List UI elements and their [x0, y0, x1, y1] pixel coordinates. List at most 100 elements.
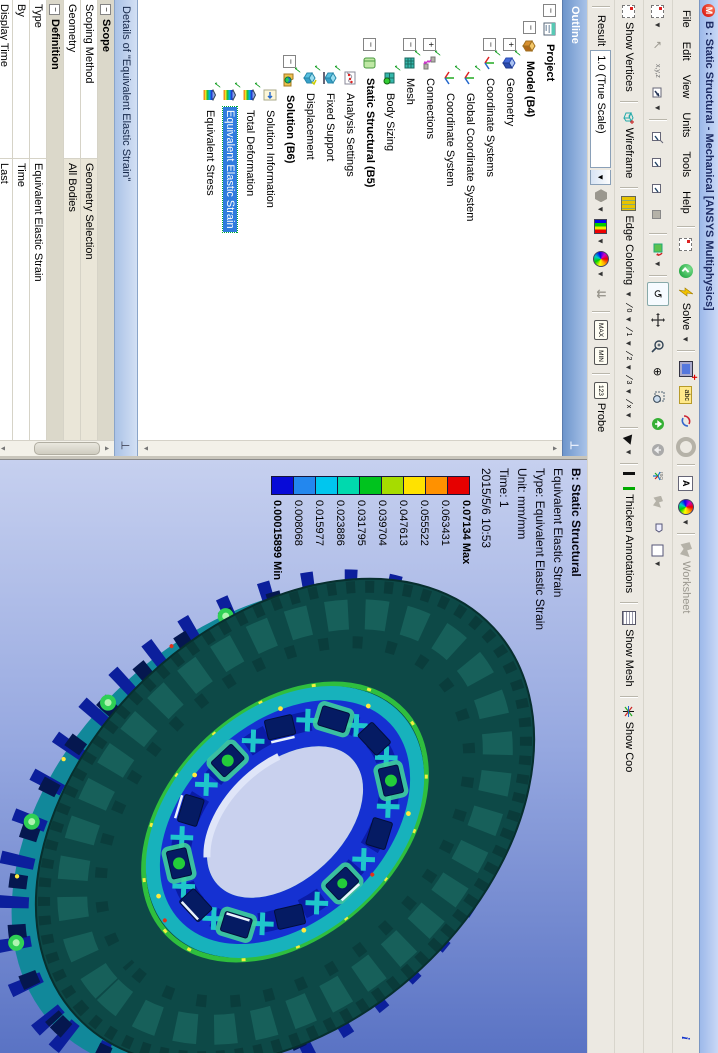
regenerate-icon[interactable]: ▼ — [647, 240, 669, 270]
category-collapse-icon[interactable]: − — [49, 4, 61, 15]
model-3d-ring[interactable] — [0, 460, 587, 1053]
wireframe-button[interactable]: Wireframe — [618, 108, 640, 183]
zoom-box-icon[interactable] — [647, 386, 669, 410]
tree-item-fixed-support[interactable]: ✓ Fixed Support — [320, 0, 342, 456]
pin-icon[interactable]: ⊣ — [121, 438, 131, 451]
details-row-display-time[interactable]: Display Time Last — [0, 0, 12, 456]
zoom-in-icon[interactable] — [647, 334, 669, 358]
direction-arrow-icon[interactable]: ▼ — [618, 434, 640, 458]
tree-item-coordinate-system[interactable]: ✓ Coordinate System — [440, 0, 462, 456]
tree-item-model-b4-[interactable]: − Model (B4) — [520, 0, 540, 456]
tree-item-equivalent-elastic-strain[interactable]: ✓ Equivalent Elastic Strain — [220, 0, 242, 456]
details-row-geometry[interactable]: Geometry All Bodies — [63, 0, 80, 456]
static-icon — [362, 55, 378, 71]
details-panel-header[interactable]: Details of "Equivalent Elastic Strain" ⊣ — [114, 0, 138, 456]
edge-mode-0-button[interactable]: ∕ 0 ▼ — [623, 304, 635, 324]
iso-view-icon[interactable]: ISO — [647, 464, 669, 488]
details-prop-value[interactable]: All Bodies — [64, 159, 80, 441]
details-prop-value[interactable]: Geometry Selection — [81, 159, 97, 441]
tree-expander-icon[interactable]: − — [543, 4, 557, 17]
rainbow-ball-icon[interactable]: ▼ — [675, 497, 697, 528]
label-tool-icon[interactable]: A — [675, 471, 697, 495]
show-mesh-button[interactable]: Show Mesh — [618, 609, 640, 690]
menu-view[interactable]: View — [680, 74, 692, 99]
tree-item-analysis-settings[interactable]: Analysis Settings — [340, 0, 360, 456]
title-bar[interactable]: M B : Static Structural - Mechanical [AN… — [699, 0, 718, 1053]
tree-item-mesh[interactable]: − ✓ Mesh — [400, 0, 422, 456]
details-prop-value[interactable]: Last — [0, 163, 10, 184]
smooth-contour-icon[interactable]: ▼ — [590, 249, 612, 280]
probe-button[interactable]: 123 Probe — [590, 380, 612, 436]
category-collapse-icon[interactable]: − — [100, 4, 112, 15]
select-mode-icon[interactable]: ▼ — [647, 3, 669, 31]
details-row-scoping-method[interactable]: Scoping Method Geometry Selection — [80, 0, 97, 456]
details-row-scope[interactable]: − Scope — [97, 0, 114, 456]
select-edge-icon[interactable] — [647, 152, 669, 176]
tree-item-geometry[interactable]: + ✓ Geometry — [500, 0, 522, 456]
extend-selection-icon[interactable]: ▼ — [647, 85, 669, 114]
tag-icon[interactable] — [647, 516, 669, 540]
scroll-down-icon: ▼ — [142, 445, 149, 452]
max-flag-button[interactable]: MAX — [590, 318, 612, 342]
pin-icon[interactable]: ⊣ — [569, 438, 581, 451]
geometry-display-icon[interactable]: ▼ — [590, 187, 612, 215]
select-face-icon[interactable] — [647, 178, 669, 202]
outline-scrollbar[interactable]: ▲ ▼ — [138, 440, 562, 456]
tree-item-coordinate-systems[interactable]: − ✓ Coordinate Systems — [480, 0, 502, 456]
tree-item-total-deformation[interactable]: ✓ Total Deformation — [240, 0, 262, 456]
select-vertex-icon[interactable] — [647, 126, 669, 150]
xyz-icon[interactable]: x,y,z — [654, 63, 662, 78]
details-prop-value[interactable]: Time — [15, 163, 27, 188]
new-chart-icon[interactable] — [675, 357, 697, 381]
menu-tools[interactable]: Tools — [680, 151, 692, 178]
min-flag-button[interactable]: MIN — [590, 344, 612, 368]
tree-item-displacement[interactable]: ✓ Displacement — [300, 0, 322, 456]
tree-item-static-structural-b5-[interactable]: − Static Structural (B5) — [360, 0, 380, 456]
graphics-viewport[interactable]: B: Static Structural Equivalent Elastic … — [0, 459, 587, 1053]
tree-item-connections[interactable]: + ✓ Connections — [420, 0, 442, 456]
menu-file[interactable]: File — [680, 10, 692, 28]
info-cursor-icon[interactable]: i — [679, 1036, 694, 1040]
outline-panel-header[interactable]: Outline ⊣ — [562, 0, 587, 456]
thicken-annotations-button[interactable]: Thicken Annotations — [618, 470, 640, 597]
edge-coloring-button[interactable]: Edge Coloring ▼ — [618, 194, 640, 300]
adjacent-select-icon[interactable]: ↖ — [651, 40, 664, 50]
swatch-icon[interactable]: ▼ — [647, 542, 669, 570]
tree-expander-icon[interactable]: − — [523, 21, 537, 34]
menu-help[interactable]: Help — [680, 191, 692, 214]
tree-expander-icon[interactable]: − — [363, 38, 377, 51]
solve-button[interactable]: Solve ▼ — [675, 285, 697, 345]
zoom-icon[interactable]: ⊕ — [651, 367, 664, 377]
select-body-icon[interactable] — [647, 204, 669, 228]
details-scrollbar[interactable]: ▲ ▼ — [0, 440, 114, 456]
show-coordinate-systems-button[interactable]: Show Coo — [618, 703, 640, 777]
swirl-probe-icon[interactable] — [675, 409, 697, 433]
pan-icon[interactable] — [647, 308, 669, 332]
tree-item-body-sizing[interactable]: ✓ Body Sizing — [380, 0, 402, 456]
result-scale-combobox[interactable]: 1.0 (True Scale) — [590, 50, 612, 169]
edge-mode-1-button[interactable]: ∕ 1 ▼ — [623, 328, 635, 348]
tree-item-solution-b6-[interactable]: − ✓ Solution (B6) — [280, 0, 302, 456]
contour-bands-icon[interactable]: ▼ — [590, 217, 612, 247]
edge-mode-2-button[interactable]: ∕ 2 ▼ — [623, 352, 635, 372]
show-vertices-button[interactable]: Show Vertices — [618, 3, 640, 96]
annotation-tag-icon[interactable]: abc — [675, 383, 697, 407]
details-row-definition[interactable]: − Definition — [46, 0, 63, 456]
tree-item-equivalent-stress[interactable]: ✓ Equivalent Stress — [200, 0, 222, 456]
separator — [677, 464, 695, 467]
rotate-view-icon[interactable]: ↺ — [647, 281, 669, 306]
menu-edit[interactable]: Edit — [680, 41, 692, 61]
details-row-by[interactable]: By Time — [12, 0, 29, 456]
details-prop-value[interactable]: Equivalent Elastic Strain — [32, 163, 44, 282]
menu-units[interactable]: Units — [680, 112, 692, 138]
remote-solve-icon[interactable] — [675, 259, 697, 283]
edge-mode-x-button[interactable]: ∕ x ▼ — [623, 401, 635, 420]
tree-item-global-coordinate-system[interactable]: ✓ Global Coordinate System — [460, 0, 482, 456]
result-scale-dropdown-button[interactable]: ▼ — [590, 170, 612, 186]
tree-item-solution-information[interactable]: Solution Information — [260, 0, 280, 456]
tree-item-project[interactable]: − Project — [540, 0, 560, 456]
zoom-fit-icon[interactable] — [647, 412, 669, 436]
edge-mode-3-button[interactable]: ∕ 3 ▼ — [623, 376, 635, 396]
details-row-type[interactable]: Type Equivalent Elastic Strain — [29, 0, 46, 456]
context-doc-icon[interactable] — [675, 233, 697, 257]
